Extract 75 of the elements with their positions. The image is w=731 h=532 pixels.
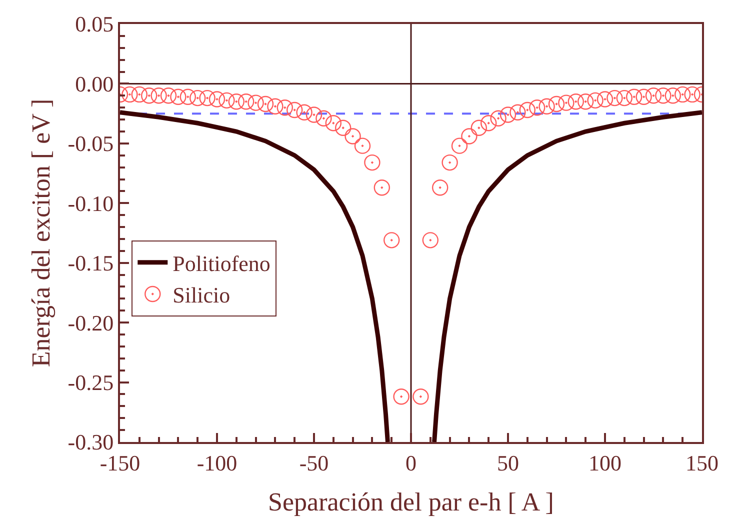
x-tick-label: -100 — [196, 450, 238, 476]
point — [267, 98, 284, 115]
legend-label: Politiofeno — [172, 250, 270, 276]
x-tick-label: 100 — [588, 450, 622, 476]
point — [664, 88, 681, 104]
point — [384, 232, 400, 248]
point — [412, 388, 429, 405]
point — [548, 96, 565, 112]
point — [578, 94, 594, 110]
point — [228, 94, 244, 110]
y-tick-label: -0.05 — [68, 131, 114, 156]
point — [393, 388, 410, 405]
x-tick-label: 50 — [497, 450, 519, 476]
point — [442, 154, 458, 171]
point — [606, 90, 623, 106]
point — [519, 102, 536, 118]
point — [374, 180, 390, 196]
y-tick-label: -0.20 — [68, 310, 114, 336]
point — [190, 90, 206, 106]
point — [131, 86, 148, 103]
legend-label: Silicio — [172, 282, 230, 308]
point — [558, 94, 574, 111]
point — [199, 90, 216, 106]
point — [150, 88, 167, 104]
point — [470, 120, 487, 136]
point — [218, 92, 235, 109]
point — [490, 110, 506, 126]
point — [316, 110, 332, 126]
y-tick-label: 0.00 — [75, 71, 114, 96]
x-tick-label: 0 — [406, 450, 416, 476]
point — [354, 138, 371, 154]
point — [160, 88, 177, 104]
y-tick-label: 0.05 — [75, 12, 114, 37]
point — [286, 102, 303, 118]
point — [432, 180, 448, 196]
point — [296, 104, 312, 120]
point — [170, 88, 186, 105]
point — [325, 115, 342, 132]
point — [208, 91, 226, 108]
y-axis-title: Energía del exciton [ eV ] — [26, 98, 56, 368]
point — [596, 91, 614, 108]
point — [238, 94, 254, 110]
point — [510, 104, 526, 120]
point — [645, 88, 662, 104]
point — [257, 96, 274, 112]
point — [636, 88, 652, 105]
point — [122, 86, 138, 103]
point — [306, 106, 322, 123]
point — [568, 94, 584, 110]
point — [180, 88, 196, 105]
point — [616, 90, 632, 106]
y-tick-label: -0.10 — [68, 190, 114, 216]
point — [344, 128, 361, 144]
point — [626, 88, 642, 105]
point — [655, 88, 672, 104]
x-axis-title: Separación del par e-h [ A ] — [268, 488, 554, 517]
point — [422, 232, 438, 248]
x-tick-label: -50 — [299, 450, 329, 476]
point — [141, 88, 158, 104]
x-tick-label: 150 — [686, 450, 718, 476]
point — [684, 86, 700, 103]
y-tick-label: -0.15 — [68, 250, 114, 276]
point — [364, 154, 380, 171]
point — [248, 94, 264, 111]
point — [538, 98, 555, 115]
point — [276, 100, 293, 116]
point — [461, 128, 478, 144]
point — [674, 86, 691, 103]
point — [587, 92, 604, 109]
point — [480, 115, 497, 132]
point — [335, 120, 352, 136]
y-tick-label: -0.25 — [68, 370, 114, 395]
point — [451, 138, 468, 154]
point — [500, 106, 516, 123]
point — [529, 100, 546, 116]
